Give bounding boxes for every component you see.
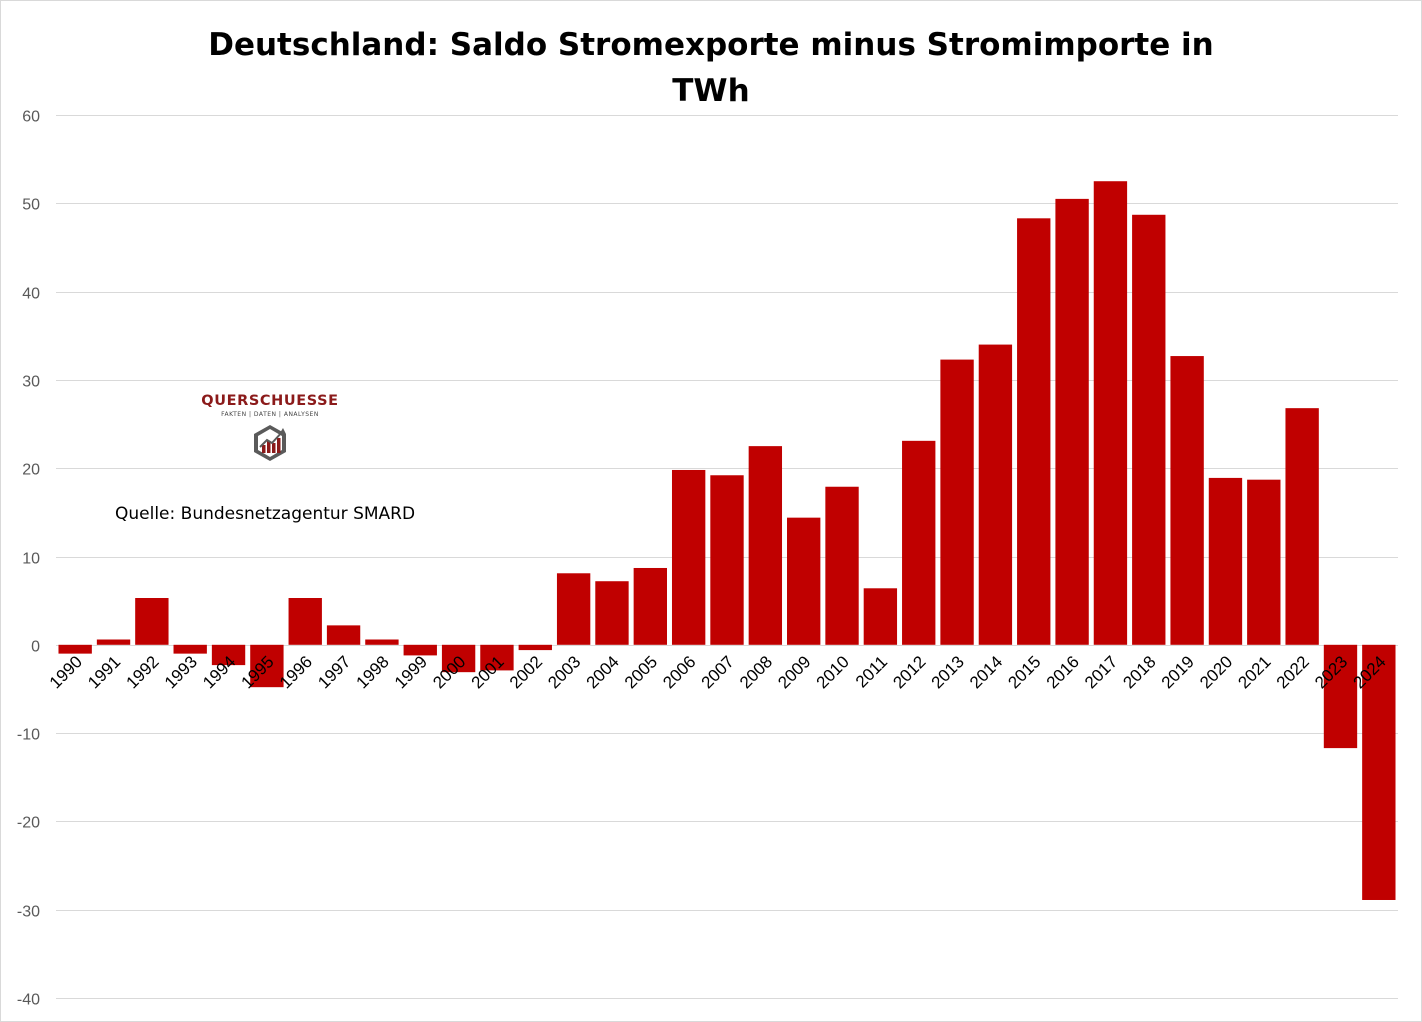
x-tick-label: 1997: [314, 652, 354, 692]
x-tick-label: 2010: [813, 652, 853, 692]
bar-1993: [173, 644, 207, 654]
bar-2005: [633, 567, 667, 645]
bar-1995: [250, 644, 284, 688]
bar-2000: [441, 644, 476, 673]
x-tick-label: 2007: [698, 652, 738, 692]
bars: [58, 181, 1396, 900]
x-tick-label: 1998: [353, 652, 393, 692]
x-tick-label: 1999: [391, 652, 431, 692]
x-tick-label: 2022: [1273, 652, 1313, 692]
source-annotation: Quelle: Bundesnetzagentur SMARD: [115, 504, 416, 524]
bar-2010: [825, 486, 859, 645]
y-tick-label: 0: [31, 639, 40, 656]
y-tick-label: 50: [22, 197, 40, 214]
y-tick-label: 60: [22, 109, 40, 126]
bar-2015: [1017, 218, 1051, 645]
x-tick-label: 2005: [621, 652, 661, 692]
bar-2011: [863, 588, 898, 645]
bar-2007: [710, 475, 744, 645]
x-tick-label: 2013: [928, 652, 968, 692]
x-tick-label: 1990: [46, 652, 86, 692]
x-tick-label: 2014: [966, 652, 1006, 692]
x-tick-label: 2004: [583, 652, 623, 692]
y-tick-label: -30: [17, 904, 40, 921]
bar-2013: [940, 359, 974, 645]
y-tick-label: 10: [22, 551, 40, 568]
bar-1996: [288, 598, 322, 645]
x-tick-label: 2016: [1043, 652, 1083, 692]
x-axis-tick-labels: 1990199119921993199419951996199719981999…: [46, 652, 1390, 692]
hexagon-bar-chart-icon: [254, 425, 286, 461]
x-tick-label: 2003: [544, 652, 584, 692]
bar-2006: [671, 469, 706, 645]
bar-2004: [595, 581, 629, 645]
bar-2019: [1170, 356, 1204, 645]
chart-title-line-2: TWh: [672, 73, 750, 109]
bar-2012: [902, 440, 936, 645]
bar-2014: [978, 344, 1013, 645]
x-tick-label: 2021: [1234, 652, 1274, 692]
y-tick-label: -20: [17, 815, 40, 832]
y-tick-label: 40: [22, 286, 40, 303]
bar-2001: [480, 644, 514, 671]
y-tick-label: 20: [22, 462, 40, 479]
bar-2009: [787, 517, 821, 645]
chart-title: Deutschland: Saldo Stromexporte minus St…: [0, 22, 1422, 114]
bar-2002: [518, 644, 552, 651]
bar-2021: [1247, 479, 1281, 645]
x-tick-label: 2011: [852, 652, 891, 691]
bar-1992: [135, 598, 169, 645]
bar-2024: [1362, 644, 1396, 900]
y-tick-label: 30: [22, 374, 40, 391]
x-tick-label: 1993: [161, 652, 201, 692]
bar-1991: [96, 639, 131, 645]
x-tick-label: 2006: [659, 652, 699, 692]
chart-title-line-1: Deutschland: Saldo Stromexporte minus St…: [208, 27, 1214, 63]
x-tick-label: 1992: [123, 652, 163, 692]
y-tick-label: -40: [17, 992, 40, 1009]
bar-1990: [58, 644, 92, 654]
bar-1999: [403, 644, 437, 656]
bar-2003: [556, 573, 591, 645]
bar-2016: [1055, 198, 1089, 645]
x-tick-label: 2012: [889, 652, 929, 692]
bar-1997: [326, 625, 361, 645]
x-tick-label: 2019: [1158, 652, 1198, 692]
querschuesse-logo: QUERSCHUESSE FAKTEN | DATEN | ANALYSEN: [198, 392, 342, 463]
y-tick-label: -10: [17, 727, 40, 744]
bar-2017: [1093, 181, 1128, 645]
x-tick-label: 1991: [84, 652, 124, 692]
x-tick-label: 2015: [1004, 652, 1044, 692]
bar-2023: [1323, 644, 1358, 749]
bar-1998: [365, 639, 399, 645]
x-tick-label: 2018: [1119, 652, 1159, 692]
bar-2022: [1285, 408, 1319, 645]
bar-2018: [1132, 214, 1166, 645]
x-tick-label: 2009: [774, 652, 814, 692]
bar-2020: [1208, 477, 1243, 645]
y-axis-tick-labels: 60 50 40 30 20 10 0 -10 -20 -30 -40: [17, 109, 40, 1009]
bar-2008: [748, 446, 783, 645]
bar-1994: [211, 644, 246, 666]
logo-name: QUERSCHUESSE: [201, 393, 339, 409]
x-tick-label: 2017: [1081, 652, 1121, 692]
logo-tagline: FAKTEN | DATEN | ANALYSEN: [221, 411, 319, 418]
x-tick-label: 2020: [1196, 652, 1236, 692]
x-tick-label: 2008: [736, 652, 776, 692]
